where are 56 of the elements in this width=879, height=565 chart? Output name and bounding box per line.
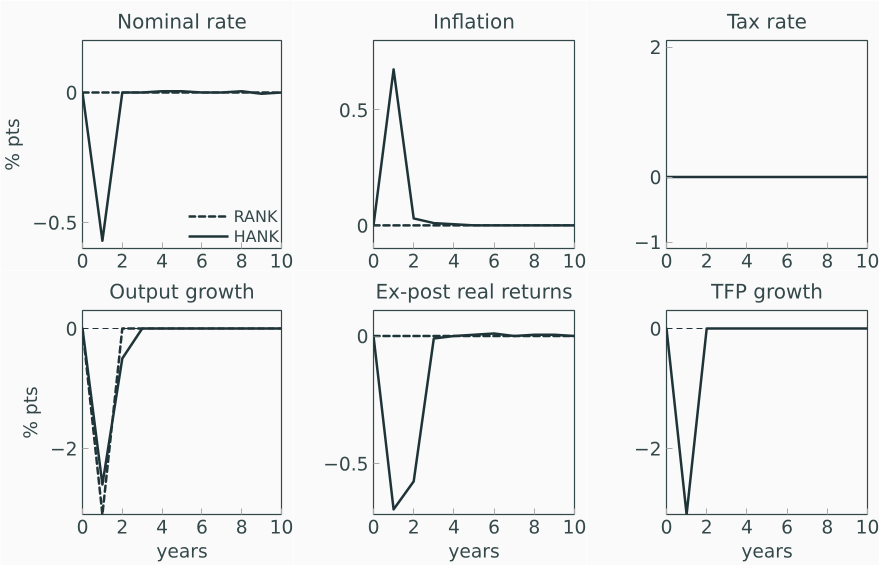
x-tick-label: 6 [781, 518, 794, 538]
x-tick-label: 4 [448, 518, 460, 538]
x-tick-label: 6 [488, 252, 500, 272]
x-tick-label: 10 [856, 252, 879, 272]
chart-title: Nominal rate [117, 10, 247, 34]
y-tick-label: −0.5 [323, 454, 369, 476]
x-tick-label: 4 [156, 252, 168, 272]
x-tick-label: 2 [700, 518, 713, 538]
x-tick-label: 6 [488, 518, 500, 538]
x-tick-label: 4 [448, 252, 460, 272]
x-tick-label: 10 [856, 518, 879, 538]
y-tick-label: −2 [50, 440, 78, 460]
y-tick-label: 2 [650, 38, 662, 59]
x-axis-title: years [448, 542, 500, 562]
y-tick-label: 0 [66, 84, 78, 104]
legend-label: RANK [234, 206, 278, 226]
x-tick-label: 10 [270, 518, 294, 538]
y-axis-title: % pts [21, 386, 42, 439]
y-tick-label: −1 [634, 233, 662, 254]
x-tick-label: 4 [740, 518, 753, 538]
y-tick-label: −2 [634, 440, 662, 460]
y-tick-label: 0 [650, 320, 662, 340]
y-tick-label: 0 [356, 216, 369, 238]
x-axis-title: years [156, 542, 208, 562]
x-tick-label: 8 [236, 518, 248, 538]
y-tick-label: 0.5 [338, 100, 368, 122]
chart-title: Ex-post real returns [375, 280, 573, 304]
y-tick-label: −0.5 [32, 214, 78, 234]
x-tick-label: 6 [196, 518, 208, 538]
y-tick-label: 0 [356, 327, 369, 348]
chart-title: Output growth [109, 280, 255, 304]
y-tick-label: 0 [66, 320, 78, 340]
x-tick-label: 2 [408, 518, 420, 538]
chart-title: TFP growth [710, 280, 823, 304]
x-tick-label: 10 [562, 518, 586, 538]
x-tick-label: 10 [270, 252, 294, 272]
y-axis-title: % pts [3, 118, 24, 171]
x-tick-label: 2 [116, 252, 128, 272]
legend-label: HANK [234, 226, 279, 246]
x-tick-label: 2 [700, 252, 713, 272]
x-tick-label: 8 [821, 518, 834, 538]
x-tick-label: 4 [740, 252, 753, 272]
y-tick-label: 0 [650, 168, 662, 189]
x-tick-label: 4 [156, 518, 168, 538]
x-tick-label: 10 [562, 252, 586, 272]
chart-title: Inflation [433, 10, 515, 34]
x-tick-label: 8 [236, 252, 248, 272]
x-axis-title: years [741, 542, 793, 562]
x-tick-label: 8 [821, 252, 834, 272]
x-tick-label: 2 [116, 518, 128, 538]
x-tick-label: 8 [528, 252, 540, 272]
x-tick-label: 8 [528, 518, 540, 538]
chart-title: Tax rate [726, 10, 807, 34]
x-tick-label: 2 [408, 252, 420, 272]
x-tick-label: 6 [196, 252, 208, 272]
x-tick-label: 6 [781, 252, 794, 272]
